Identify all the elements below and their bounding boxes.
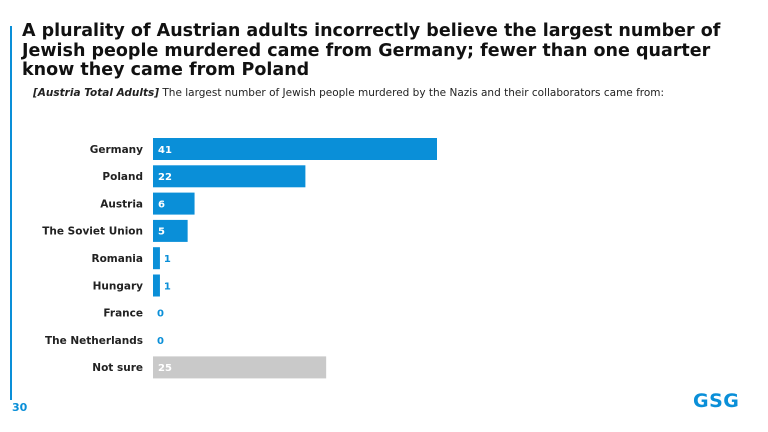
category-label-poland: Poland [102, 171, 143, 183]
bar-not-sure [153, 356, 327, 379]
page-number: 30 [12, 401, 28, 414]
bar-the-soviet-union [153, 219, 188, 242]
accent-line [10, 26, 12, 400]
chart-subtitle: [Austria Total Adults] The largest numbe… [33, 87, 733, 100]
value-label-not-sure: 25 [158, 363, 172, 374]
gsg-logo: GSG [693, 390, 740, 412]
category-label-romania: Romania [92, 253, 144, 265]
category-label-the-netherlands: The Netherlands [45, 335, 143, 347]
category-label-germany: Germany [90, 144, 143, 156]
value-label-poland: 22 [158, 172, 172, 183]
category-label-not-sure: Not sure [92, 362, 143, 374]
value-label-the-soviet-union: 5 [158, 227, 165, 238]
value-label-the-netherlands: 0 [157, 336, 164, 347]
subtitle-text: The largest number of Jewish people murd… [159, 87, 665, 99]
bar-germany [153, 138, 437, 160]
value-label-romania: 1 [164, 254, 171, 265]
bar-hungary [153, 274, 160, 297]
value-label-austria: 6 [158, 199, 165, 210]
value-label-france: 0 [157, 309, 164, 320]
bar-romania [153, 247, 160, 270]
bar-poland [153, 165, 306, 188]
bar-austria [153, 192, 195, 215]
subtitle-lead: [Austria Total Adults] [33, 87, 160, 99]
category-label-france: France [103, 308, 143, 320]
value-label-hungary: 1 [164, 281, 171, 292]
category-label-austria: Austria [100, 198, 143, 210]
category-label-hungary: Hungary [93, 280, 144, 292]
chart-title: A plurality of Austrian adults incorrect… [22, 21, 721, 80]
category-label-the-soviet-union: The Soviet Union [42, 226, 143, 238]
value-label-germany: 41 [158, 145, 172, 156]
